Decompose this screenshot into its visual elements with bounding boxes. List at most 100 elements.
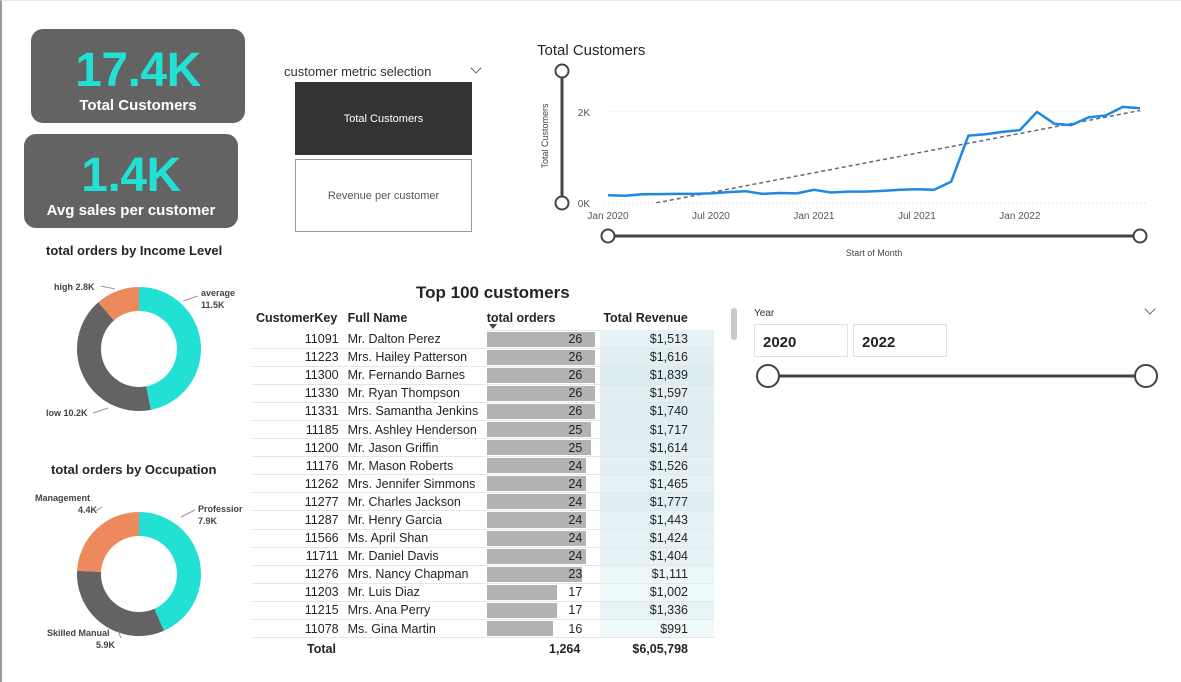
table-scrollbar[interactable] [731, 308, 737, 340]
cell-customerkey: 11203 [252, 583, 345, 602]
year-slicer-label: Year [754, 308, 775, 319]
table-row[interactable]: 11276 Mrs. Nancy Chapman 23 $1,111 [252, 565, 714, 584]
cell-total-orders: 24 [486, 456, 601, 476]
cell-customerkey: 11223 [252, 348, 345, 367]
donut-slice-low[interactable] [77, 302, 151, 411]
x-tick-label: Jan 2022 [999, 211, 1041, 222]
donut-slice-professior[interactable] [139, 512, 201, 631]
donut-label-name: average [201, 288, 235, 298]
cell-total-orders: 24 [486, 547, 601, 566]
donut-slice-skilled-manual[interactable] [77, 570, 164, 636]
orders-value: 26 [568, 368, 583, 383]
cell-total-orders: 24 [486, 492, 601, 512]
cell-total-orders: 26 [486, 366, 601, 385]
donut-chart-occupation: Professior 7.9K Skilled Manual 5.9K Manageme… [35, 493, 243, 650]
donut-label-name: Management [35, 493, 90, 503]
y-range-handle-bottom[interactable] [554, 195, 570, 211]
table-row[interactable]: 11277 Mr. Charles Jackson 24 $1,777 [252, 492, 714, 512]
cell-full-name: Mr. Jason Griffin [344, 438, 487, 458]
cell-customerkey: 11277 [252, 492, 345, 512]
table-row[interactable]: 11215 Mrs. Ana Perry 17 $1,336 [252, 601, 714, 621]
donut-slice-high[interactable] [98, 287, 139, 321]
col-header-total-revenue[interactable]: Total Revenue [603, 311, 688, 325]
donut-occupation-title: total orders by Occupation [51, 462, 217, 477]
x-tick-label: Jan 2020 [587, 211, 629, 222]
cell-total-revenue: $1,424 [600, 529, 714, 548]
donut-slice-management[interactable] [77, 512, 139, 573]
data-bar [486, 349, 595, 365]
cell-full-name: Mrs. Jennifer Simmons [344, 474, 487, 494]
orders-value: 24 [568, 512, 583, 527]
x-tick-label: Jan 2021 [793, 211, 835, 222]
total-orders: 1,264 [549, 641, 581, 656]
table-row[interactable]: 11262 Mrs. Jennifer Simmons 24 $1,465 [252, 474, 714, 494]
table-row[interactable]: 11711 Mr. Daniel Davis 24 $1,404 [252, 547, 714, 566]
table-row[interactable]: 11300 Mr. Fernando Barnes 26 $1,839 [252, 366, 714, 385]
cell-total-orders: 17 [486, 601, 601, 621]
cell-total-orders: 23 [486, 565, 601, 584]
metric-option-total-customers[interactable]: Total Customers [295, 82, 472, 155]
table-row[interactable]: 11185 Mrs. Ashley Henderson 25 $1,717 [252, 420, 714, 440]
year-start-input[interactable]: 2020 [754, 324, 848, 357]
sort-descending-icon[interactable] [489, 324, 497, 329]
cell-total-orders: 26 [486, 348, 601, 367]
year-end-input[interactable]: 2022 [853, 324, 947, 357]
data-bar [486, 440, 591, 456]
table-row[interactable]: 11078 Ms. Gina Martin 16 $991 [252, 619, 714, 639]
x-axis-label: Start of Month [846, 248, 903, 258]
x-range-handle-end[interactable] [1132, 228, 1148, 244]
slider-handle-end[interactable] [1134, 364, 1158, 388]
cell-customerkey: 11262 [252, 474, 345, 494]
table-row[interactable]: 11091 Mr. Dalton Perez 26 $1,513 [252, 330, 714, 349]
cell-total-revenue: $1,740 [600, 402, 714, 421]
orders-value: 26 [568, 332, 583, 347]
orders-value: 26 [568, 386, 583, 401]
kpi-value: 17.4K [75, 44, 201, 97]
cell-full-name: Mr. Henry Garcia [344, 510, 487, 530]
data-bar [486, 602, 558, 618]
cell-total-revenue: $1,513 [600, 330, 714, 349]
series-line-total-customers[interactable] [607, 105, 1141, 197]
x-tick-label: Jul 2020 [692, 211, 730, 222]
cell-full-name: Mr. Dalton Perez [344, 330, 487, 349]
table-row[interactable]: 11176 Mr. Mason Roberts 24 $1,526 [252, 456, 714, 476]
leader-line [95, 506, 103, 512]
x-range-handle-start[interactable] [600, 228, 616, 244]
cell-full-name: Mr. Mason Roberts [344, 456, 487, 476]
year-range-slider[interactable] [754, 362, 1164, 392]
table-row[interactable]: 11287 Mr. Henry Garcia 24 $1,443 [252, 510, 714, 530]
table-row[interactable]: 11330 Mr. Ryan Thompson 26 $1,597 [252, 384, 714, 403]
data-bar [486, 458, 587, 474]
leader-line [180, 509, 196, 518]
metric-option-revenue-per-customer[interactable]: Revenue per customer [295, 159, 472, 232]
table-row[interactable]: 11331 Mrs. Samantha Jenkins 26 $1,740 [252, 402, 714, 421]
table-row[interactable]: 11223 Mrs. Hailey Patterson 26 $1,616 [252, 348, 714, 367]
slider-handle-start[interactable] [756, 364, 780, 388]
cell-total-orders: 17 [486, 583, 601, 602]
cell-full-name: Mrs. Ana Perry [344, 601, 487, 621]
table-row[interactable]: 11200 Mr. Jason Griffin 25 $1,614 [252, 438, 714, 458]
donut-chart-income: average 11.5K low 10.2K high 2.8K [46, 282, 235, 418]
data-bar [486, 621, 554, 637]
donut-label-value: 4.4K [78, 505, 98, 515]
cell-total-revenue: $1,111 [600, 565, 714, 584]
orders-value: 17 [568, 585, 583, 600]
donut-label-value: 5.9K [96, 640, 116, 650]
table-row[interactable]: 11203 Mr. Luis Diaz 17 $1,002 [252, 583, 714, 602]
table-row[interactable]: 11566 Ms. April Shan 24 $1,424 [252, 529, 714, 548]
cell-customerkey: 11276 [252, 565, 345, 584]
cell-full-name: Mr. Luis Diaz [344, 583, 487, 602]
kpi-card-avg-sales: 1.4K Avg sales per customer [24, 134, 238, 228]
col-header-total-orders[interactable]: total orders [486, 306, 601, 331]
col-header-customerkey[interactable]: CustomerKey [256, 311, 338, 325]
col-header-full-name[interactable]: Full Name [347, 311, 408, 325]
data-bar [486, 566, 583, 582]
y-range-handle-top[interactable] [554, 63, 570, 79]
orders-value: 24 [568, 549, 583, 564]
kpi-label: Avg sales per customer [46, 202, 216, 219]
cell-total-revenue: $1,777 [600, 492, 714, 512]
donut-slice-average[interactable] [139, 287, 202, 410]
cell-total-revenue: $1,465 [600, 474, 714, 494]
data-bar [486, 530, 587, 546]
table-title: Top 100 customers [416, 283, 570, 302]
